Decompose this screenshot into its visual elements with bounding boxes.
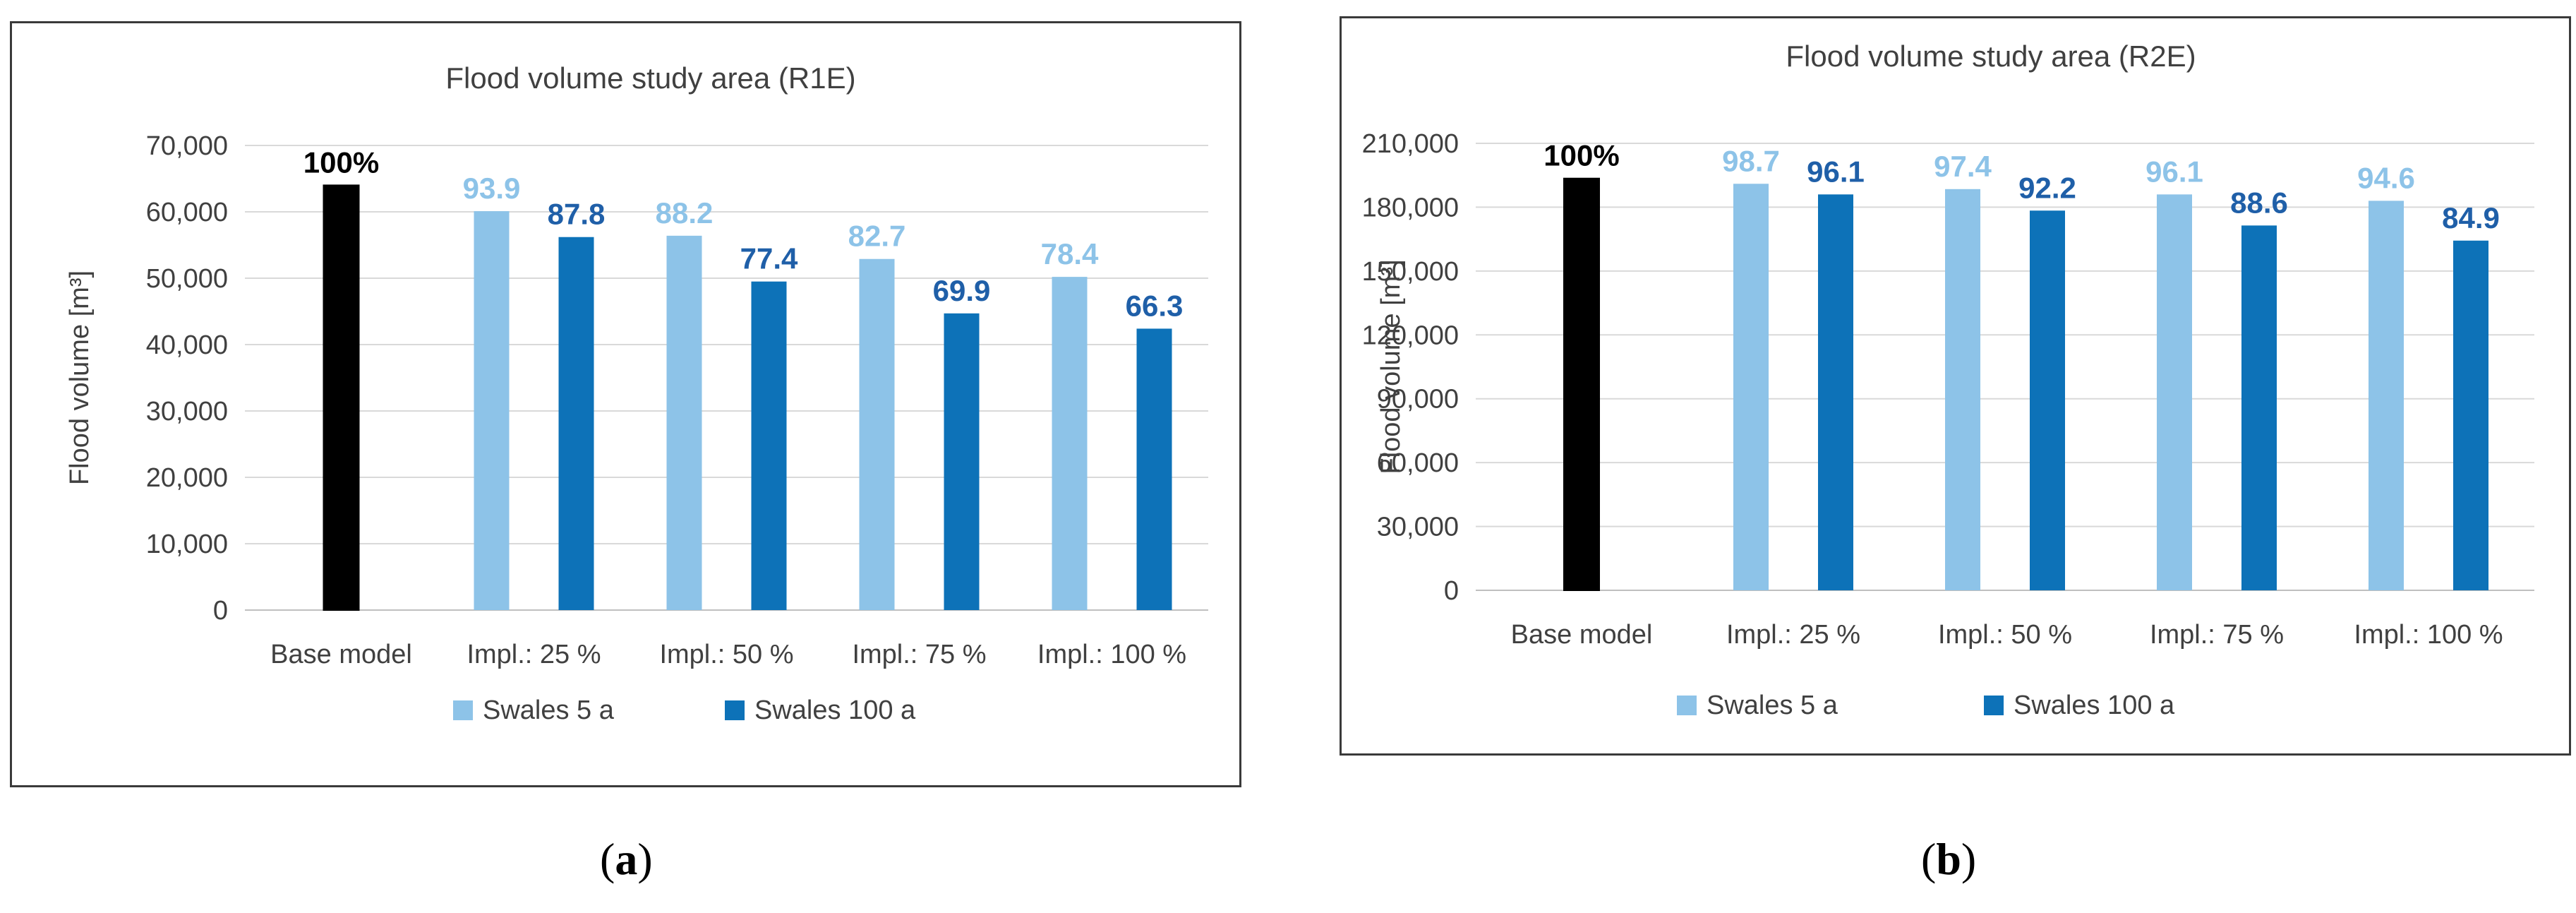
chart-a-ytick-label: 0 [213,596,228,626]
chart-a-data-label-series-2: 87.8 [548,198,606,231]
chart-b-bar-series-2 [2030,210,2065,590]
chart-a-ytick-label: 60,000 [146,198,228,227]
chart-b-category-label: Impl.: 75 % [2150,620,2284,650]
chart-a-category-label: Impl.: 75 % [852,640,986,669]
chart-b-ytick-label: 0 [1444,576,1459,606]
chart-b-y-axis-title: Flood volume [m³] [1376,259,1406,474]
chart-a-ytick-label: 70,000 [146,131,228,161]
chart-a-ytick-label: 50,000 [146,264,228,294]
caption-a-close: ) [637,834,653,884]
caption-b-open: ( [1921,834,1937,884]
chart-b-svg: Flood volume study area (R2E) 0 30,000 60,0… [1362,40,2534,720]
caption-a-open: ( [600,834,615,884]
chart-a-legend-label-2: Swales 100 a [754,696,916,725]
chart-b-data-label-series-1: 97.4 [1934,150,1992,183]
chart-b-title: Flood volume study area (R2E) [1786,40,2196,73]
chart-b-legend-label-2: Swales 100 a [2014,691,2175,720]
chart-a-data-label-series-1: 78.4 [1041,237,1099,270]
chart-b-bar-series-2 [1818,194,1853,590]
chart-b-bar-series-1 [1733,184,1769,590]
chart-b-bar-series-1 [2369,201,2404,590]
chart-a-y-axis-title: Flood volume [m³] [65,270,95,485]
chart-b-bar-series-2 [2453,240,2488,590]
caption-b-letter: b [1936,834,1961,884]
caption-b-close: ) [1961,834,1977,884]
chart-a-data-label-series-1: 93.9 [463,172,521,205]
chart-b-data-label-series-1: 98.7 [1722,144,1780,177]
chart-a-title: Flood volume study area (R1E) [445,61,855,95]
chart-a-data-label-base: 100% [303,145,379,179]
chart-a-bar-series-2 [944,313,980,610]
chart-b-data-label-series-2: 84.9 [2442,201,2500,234]
chart-b-category-label: Impl.: 25 % [1726,620,1860,650]
chart-a-data-label-series-1: 82.7 [848,220,906,253]
chart-b-bar-base [1563,177,1600,591]
chart-b-bar-series-1 [1945,189,1980,590]
chart-b-ytick-label: 60,000 [1377,448,1459,478]
chart-a-ytick-label: 30,000 [146,397,228,426]
chart-b-category-label: Base model [1511,620,1653,650]
chart-b-bar-series-1 [2157,194,2192,590]
chart-a-ytick-label: 40,000 [146,330,228,360]
chart-a-bar-series-1 [474,211,510,610]
chart-b-data-label-base: 100% [1543,139,1619,172]
chart-a-category-label: Impl.: 50 % [659,640,793,669]
chart-a-bar-series-2 [751,281,787,610]
chart-panel-b: Flood volume study area (R2E) 0 30,000 60,0… [1340,16,2571,756]
chart-b-ytick-label: 180,000 [1362,193,1459,222]
chart-panel-a: Flood volume study area (R1E) 0 10,000 20,0… [10,21,1241,787]
chart-a-legend-label-1: Swales 5 a [483,696,615,725]
chart-a-category-label: Impl.: 25 % [467,640,601,669]
chart-a-category-label: Impl.: 100 % [1037,640,1186,669]
chart-b-legend-swatch-1 [1677,696,1697,715]
chart-a-data-label-series-2: 69.9 [933,274,991,307]
chart-b-data-label-series-2: 92.2 [2018,171,2076,204]
chart-a-bar-series-1 [1052,277,1088,610]
chart-b-category-label: Impl.: 50 % [1938,620,2072,650]
chart-a-data-label-series-2: 66.3 [1126,289,1184,322]
chart-b-ytick-label: 90,000 [1377,385,1459,414]
chart-a-legend-swatch-1 [453,700,473,720]
chart-a-bar-base [323,184,360,611]
chart-b-legend-label-1: Swales 5 a [1707,691,1838,720]
chart-b-ytick-label: 210,000 [1362,129,1459,159]
chart-a-ytick-label: 20,000 [146,463,228,493]
caption-a: (a) [600,833,653,885]
chart-a-bar-series-1 [666,235,702,611]
chart-a-legend-swatch-2 [725,700,745,720]
chart-a-data-label-series-2: 77.4 [740,242,798,275]
chart-a-bar-series-1 [859,258,895,610]
chart-a-bar-series-2 [558,237,594,611]
chart-a-data-label-series-1: 88.2 [656,196,714,229]
caption-a-letter: a [615,834,638,884]
chart-b-data-label-series-2: 88.6 [2230,186,2288,219]
chart-a-svg: Flood volume study area (R1E) 0 10,000 20,0… [65,61,1208,725]
chart-b-data-label-series-2: 96.1 [1807,155,1865,188]
chart-a-category-label: Base model [270,640,412,669]
caption-b: (b) [1921,833,1976,885]
chart-b-ytick-label: 120,000 [1362,321,1459,350]
chart-b-data-label-series-1: 94.6 [2357,161,2415,194]
chart-b-ytick-label: 150,000 [1362,257,1459,287]
chart-b-legend-swatch-2 [1984,696,2004,715]
chart-b-bar-series-2 [2241,225,2277,590]
chart-a-ytick-label: 10,000 [146,530,228,559]
chart-b-data-label-series-1: 96.1 [2145,155,2203,188]
chart-a-bar-series-2 [1136,328,1172,610]
chart-b-ytick-label: 30,000 [1377,513,1459,542]
chart-b-category-label: Impl.: 100 % [2354,620,2503,650]
